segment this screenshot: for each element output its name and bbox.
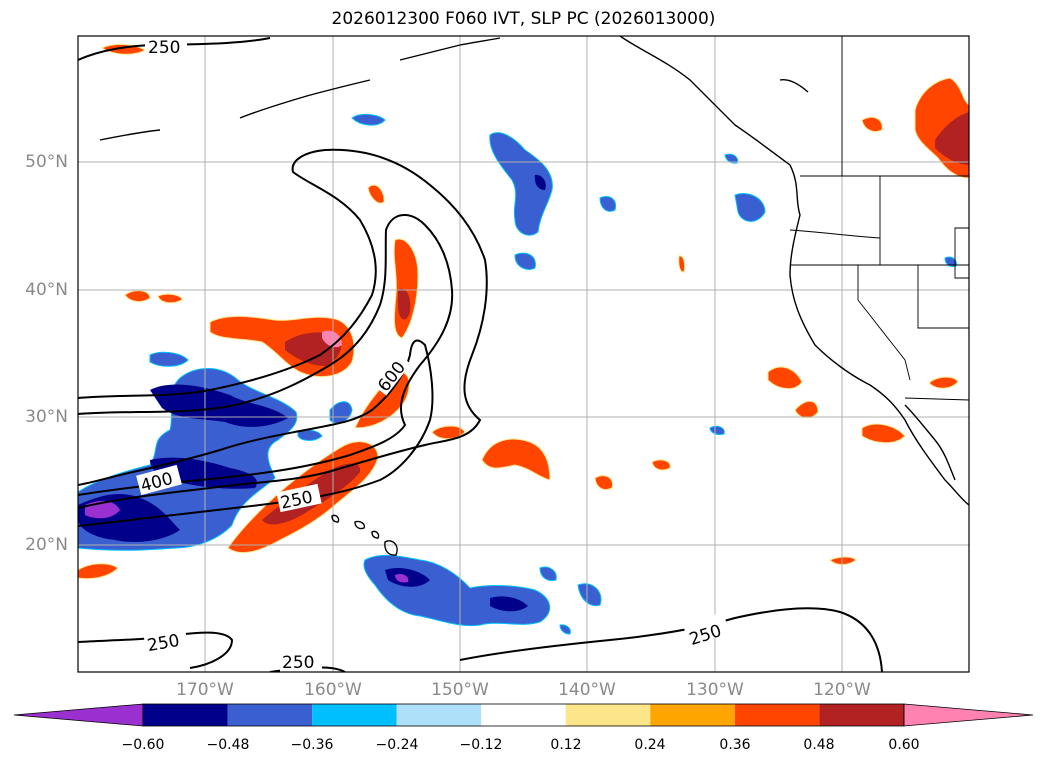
colorbar-tick: −0.24 [375, 737, 419, 753]
colorbar-segment [481, 704, 566, 726]
lat-label-50n: 50°N [25, 152, 68, 172]
lat-label-20n: 20°N [25, 535, 68, 555]
lon-label-160w: 160°W [304, 680, 362, 700]
coastlines [99, 36, 969, 556]
colorbar [13, 703, 1034, 727]
colorbar-tick: −0.60 [121, 737, 165, 753]
colorbar-segment [143, 704, 228, 726]
contour-label: 250 [146, 631, 181, 656]
colorbar-segment [650, 704, 735, 726]
plot-frame [77, 35, 970, 673]
colorbar-tick: −0.36 [290, 737, 334, 753]
colorbar-tick: 0.24 [634, 737, 666, 753]
colorbar-tick: 0.60 [888, 737, 920, 753]
colorbar-frame [142, 703, 905, 727]
gridlines [78, 36, 969, 672]
lat-label-30n: 30°N [25, 407, 68, 427]
colorbar-tick: −0.48 [206, 737, 250, 753]
contour-label: 250 [148, 38, 180, 58]
contour-label: 250 [282, 653, 314, 673]
map-title: 2026012300 F060 IVT, SLP PC (2026013000) [331, 9, 716, 29]
colorbar-tick: 0.12 [550, 737, 582, 753]
slp-contours [78, 37, 883, 672]
colorbar-segment [565, 704, 651, 726]
lon-label-130w: 130°W [686, 680, 744, 700]
colorbar-segment [227, 704, 313, 726]
colorbar-tick: −0.12 [459, 737, 503, 753]
colorbar-tick: 0.36 [719, 737, 751, 753]
political-borders [789, 36, 969, 401]
neg-anomaly-central [489, 132, 553, 236]
neg-anomaly-south [363, 554, 550, 627]
contour-label-group: 250 600 400 250 250 250 250 [136, 38, 730, 673]
colorbar-tick: 0.48 [803, 737, 835, 753]
colorbar-segment [734, 704, 820, 726]
colorbar-extend-high [903, 703, 1034, 727]
lon-label-120w: 120°W [813, 680, 871, 700]
lat-label-40n: 40°N [25, 280, 68, 300]
colorbar-segment [396, 704, 482, 726]
lon-label-170w: 170°W [176, 680, 234, 700]
lon-label-150w: 150°W [431, 680, 489, 700]
lon-label-140w: 140°W [558, 680, 616, 700]
colorbar-segment [312, 704, 397, 726]
colorbar-extend-low [13, 703, 144, 727]
colorbar-segment [819, 704, 904, 726]
